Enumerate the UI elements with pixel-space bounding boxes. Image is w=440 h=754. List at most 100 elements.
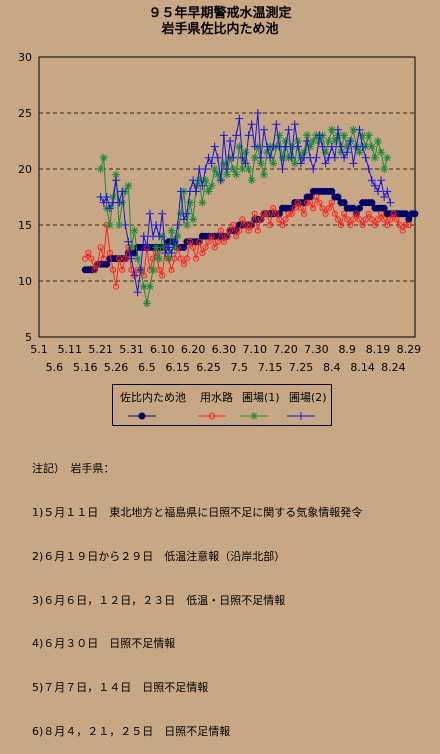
data-point xyxy=(267,221,274,229)
data-point xyxy=(374,137,383,145)
data-point xyxy=(176,209,185,218)
x-tick-label-bottom-9: 8.4 xyxy=(323,361,341,374)
data-point xyxy=(270,205,277,212)
data-point xyxy=(275,131,284,140)
x-tick-label-bottom-3: 6.5 xyxy=(138,361,156,374)
data-point xyxy=(244,165,253,173)
note-item-1: 1)５月１１日 東北地方と福島県に日照不足に関する気象情報発令 xyxy=(32,505,363,519)
data-point xyxy=(405,221,412,229)
data-point xyxy=(251,210,258,217)
data-point xyxy=(223,165,231,173)
data-point xyxy=(223,233,231,240)
data-point xyxy=(208,233,215,240)
data-point xyxy=(217,227,224,234)
data-point xyxy=(358,142,367,151)
data-point xyxy=(368,216,375,223)
data-point xyxy=(321,148,330,157)
data-point xyxy=(383,187,392,196)
data-point xyxy=(353,210,360,217)
data-point xyxy=(334,193,342,201)
data-point xyxy=(374,216,382,223)
data-point xyxy=(199,249,206,257)
data-point xyxy=(202,244,209,251)
data-point xyxy=(330,153,339,162)
data-point xyxy=(168,266,175,273)
data-point xyxy=(159,272,166,279)
data-point xyxy=(285,210,292,217)
data-point xyxy=(216,176,225,185)
note-item-6: 6)８月４，２１，２５日 日照不足情報 xyxy=(32,724,231,738)
x-tick-label-top-9: 7.30 xyxy=(304,343,329,356)
data-point xyxy=(214,238,221,245)
data-point xyxy=(349,125,358,134)
data-point xyxy=(349,159,358,168)
data-point xyxy=(291,205,298,212)
data-point xyxy=(229,165,238,173)
data-point xyxy=(377,210,385,217)
data-point xyxy=(170,237,179,246)
data-point xyxy=(349,204,357,212)
data-point xyxy=(201,165,210,173)
data-point xyxy=(115,221,124,229)
data-point xyxy=(235,142,244,151)
data-point xyxy=(315,131,324,140)
data-point xyxy=(213,170,222,179)
data-point xyxy=(256,159,265,168)
data-point xyxy=(300,148,309,157)
data-point xyxy=(259,125,268,134)
data-point xyxy=(370,181,379,190)
legend-marker xyxy=(250,412,258,420)
data-point xyxy=(315,137,324,145)
data-point xyxy=(210,142,219,151)
data-point xyxy=(290,159,299,168)
data-point xyxy=(192,181,201,190)
data-point xyxy=(383,153,392,162)
data-point xyxy=(112,283,120,290)
data-point xyxy=(367,176,376,185)
data-point xyxy=(367,142,376,151)
data-point xyxy=(272,120,281,129)
data-point xyxy=(140,272,147,279)
data-point xyxy=(119,266,126,273)
note-item-4: 4)６月３０日 日照不足情報 xyxy=(32,637,176,651)
data-point xyxy=(155,254,164,263)
data-point xyxy=(380,204,388,212)
x-tick-label-top-6: 6.30 xyxy=(212,343,237,356)
data-point xyxy=(139,282,148,291)
data-point xyxy=(88,255,95,262)
y-tick-label-2: 15 xyxy=(18,219,32,232)
data-point xyxy=(116,255,123,262)
data-point xyxy=(176,187,185,196)
data-point xyxy=(343,142,352,151)
data-point xyxy=(278,165,287,173)
data-point xyxy=(362,216,369,223)
data-point xyxy=(328,199,335,206)
data-point xyxy=(287,153,296,162)
data-point xyxy=(179,215,188,224)
data-point xyxy=(374,187,383,196)
y-tick-label-5: 30 xyxy=(18,51,32,64)
x-tick-label-top-7: 7.10 xyxy=(242,343,267,356)
data-point xyxy=(121,221,130,229)
data-point xyxy=(380,193,389,201)
data-point xyxy=(319,205,326,212)
data-point xyxy=(347,221,354,229)
legend-marker xyxy=(138,412,146,420)
data-point xyxy=(331,210,338,217)
data-point xyxy=(133,288,142,297)
data-point xyxy=(330,137,339,145)
data-point xyxy=(213,153,222,162)
line-chart: 5 10 15 20 25 30 5.1 5.11 5.21 5.31 6.10 6.20 6.30 7.… xyxy=(18,51,421,420)
data-point xyxy=(327,125,336,134)
data-point xyxy=(173,232,182,241)
x-tick-label-top-4: 6.10 xyxy=(150,343,175,356)
data-point xyxy=(232,170,241,179)
x-tick-label-bottom-2: 5.26 xyxy=(104,361,129,374)
data-point xyxy=(343,148,352,157)
data-point xyxy=(236,227,243,234)
data-point xyxy=(337,142,346,151)
data-point xyxy=(306,193,314,201)
data-point xyxy=(167,249,176,257)
data-point xyxy=(364,131,373,140)
x-tick-label-top-11: 8.19 xyxy=(366,343,391,356)
